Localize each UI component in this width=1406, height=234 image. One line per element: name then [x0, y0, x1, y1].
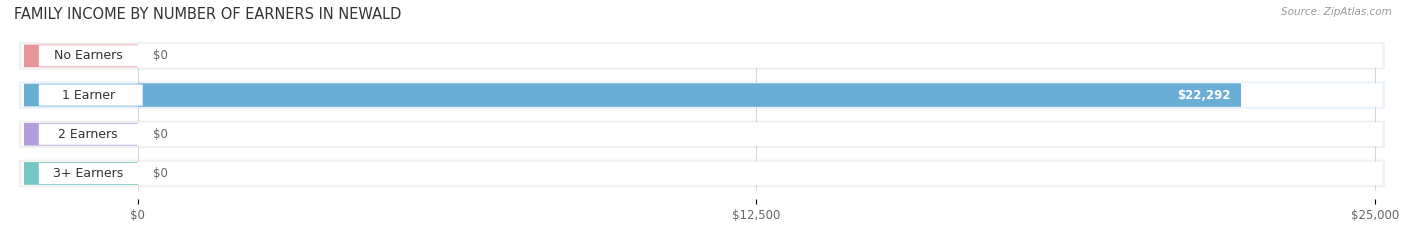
Text: $22,292: $22,292 — [1178, 89, 1232, 102]
FancyBboxPatch shape — [20, 121, 1385, 148]
Text: FAMILY INCOME BY NUMBER OF EARNERS IN NEWALD: FAMILY INCOME BY NUMBER OF EARNERS IN NE… — [14, 7, 402, 22]
FancyBboxPatch shape — [21, 122, 1382, 146]
Text: $0: $0 — [153, 167, 167, 180]
Text: 3+ Earners: 3+ Earners — [53, 167, 124, 180]
Text: No Earners: No Earners — [53, 49, 122, 62]
FancyBboxPatch shape — [20, 160, 1385, 187]
FancyBboxPatch shape — [24, 84, 138, 106]
Text: Source: ZipAtlas.com: Source: ZipAtlas.com — [1281, 7, 1392, 17]
FancyBboxPatch shape — [138, 83, 1241, 107]
FancyBboxPatch shape — [24, 123, 138, 146]
FancyBboxPatch shape — [20, 42, 1385, 69]
FancyBboxPatch shape — [24, 162, 138, 185]
FancyBboxPatch shape — [39, 163, 143, 184]
Text: $0: $0 — [153, 49, 167, 62]
FancyBboxPatch shape — [20, 81, 1385, 109]
FancyBboxPatch shape — [24, 44, 138, 67]
FancyBboxPatch shape — [39, 84, 143, 106]
FancyBboxPatch shape — [39, 45, 143, 66]
FancyBboxPatch shape — [21, 44, 1382, 68]
FancyBboxPatch shape — [21, 83, 1382, 107]
FancyBboxPatch shape — [21, 162, 1382, 185]
FancyBboxPatch shape — [39, 124, 143, 145]
Text: $0: $0 — [153, 128, 167, 141]
Text: 1 Earner: 1 Earner — [62, 89, 115, 102]
Text: 2 Earners: 2 Earners — [59, 128, 118, 141]
